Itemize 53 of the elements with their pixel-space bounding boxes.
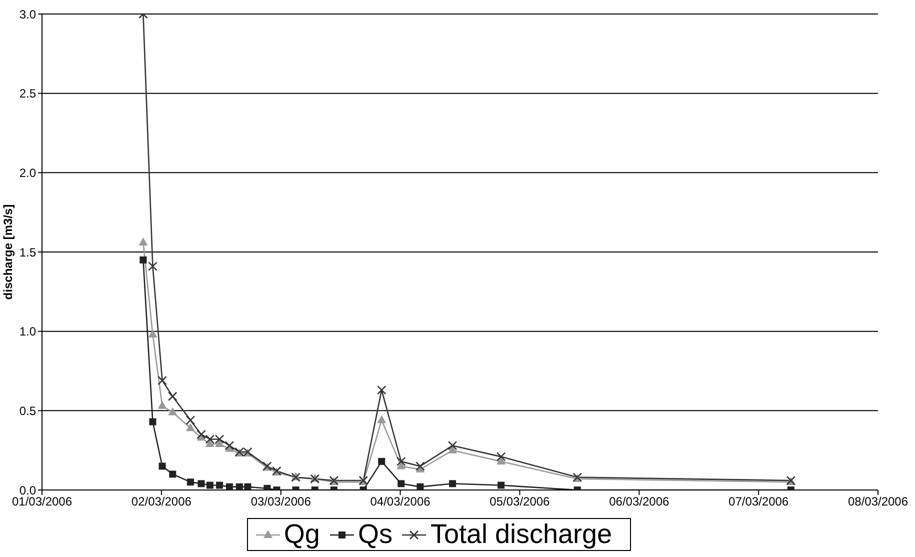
- legend-label: Qs: [358, 519, 392, 550]
- point: [158, 376, 167, 386]
- point: [206, 482, 214, 489]
- point: [398, 480, 405, 488]
- point: [226, 483, 233, 490]
- point: [224, 440, 234, 450]
- point: [196, 430, 206, 440]
- x-tick-label: 08/03/2006: [848, 494, 908, 509]
- point: [186, 423, 195, 432]
- point: [168, 392, 178, 402]
- point: [498, 482, 505, 489]
- point: [149, 418, 156, 426]
- point: [186, 416, 196, 425]
- point: [449, 480, 456, 488]
- point: [169, 470, 176, 478]
- point: [198, 480, 205, 488]
- legend-label: Qg: [284, 519, 320, 550]
- point: [148, 262, 158, 271]
- point: [148, 330, 158, 338]
- point: [158, 462, 166, 470]
- point: [396, 456, 406, 466]
- x-tick-label: 03/03/2006: [250, 494, 312, 509]
- point: [168, 407, 178, 416]
- x-tick-label: 04/03/2006: [370, 494, 431, 509]
- x-tick-label: 01/03/2006: [12, 494, 72, 509]
- point: [496, 452, 506, 462]
- point: [376, 385, 386, 395]
- point: [158, 400, 167, 409]
- x-tick-label: 06/03/2006: [609, 494, 670, 509]
- point: [378, 458, 386, 465]
- point: [216, 482, 223, 489]
- point: [244, 483, 252, 490]
- point: [236, 483, 243, 490]
- y-tick-label: 2.5: [19, 86, 36, 101]
- point: [416, 483, 424, 490]
- y-tick-label: 1.5: [19, 245, 36, 260]
- y-tick-label: 1.0: [19, 324, 36, 339]
- point: [377, 415, 386, 424]
- y-tick-label: 2.0: [19, 166, 36, 180]
- point: [140, 256, 147, 264]
- point: [186, 478, 194, 486]
- y-axis-title: discharge [m3/s]: [1, 204, 15, 300]
- point: [264, 484, 271, 490]
- point: [416, 462, 425, 471]
- x-tick-label: 02/03/2006: [131, 494, 192, 509]
- legend-label: Total discharge: [430, 519, 612, 550]
- y-tick-label: 0.5: [19, 404, 36, 418]
- y-tick-label: 3.0: [19, 7, 36, 22]
- point: [138, 237, 148, 246]
- x-tick-label: 07/03/2006: [728, 494, 789, 509]
- x-tick-label: 05/03/2006: [490, 494, 550, 509]
- y-tick-label: 0.0: [19, 483, 36, 498]
- point: [448, 440, 458, 450]
